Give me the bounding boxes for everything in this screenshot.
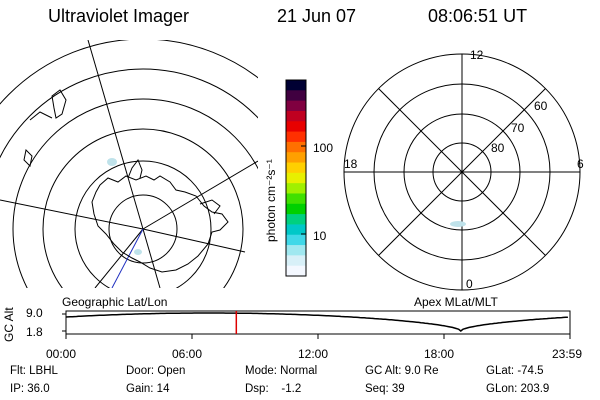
colorbar-segment: [286, 214, 306, 225]
lat-circle: [0, 40, 258, 105]
date-label: 21 Jun 07: [277, 6, 357, 26]
altitude-ytick: 9.0: [26, 306, 43, 320]
colorbar: [285, 79, 307, 277]
colorbar-segment: [286, 110, 306, 122]
meridian-line: [0, 199, 144, 230]
new-zealand-coastline: [51, 89, 67, 119]
colorbar-segment: [286, 224, 306, 236]
seq-info: Seq: 39: [365, 383, 405, 395]
lat-label-80: 80: [491, 141, 505, 155]
colorbar-segment: [286, 172, 306, 184]
meridian-line: [142, 228, 246, 253]
colorbar-segment: [286, 121, 306, 133]
mlt-label-18: 18: [344, 157, 358, 171]
lat-circle: [74, 160, 212, 288]
time-tick: 06:00: [172, 347, 203, 361]
coastline-fragment: [29, 111, 53, 121]
colorbar-tick: 10: [313, 229, 327, 243]
ip-info: IP: 36.0: [10, 383, 50, 395]
colorbar-tick: 100: [313, 141, 334, 155]
time-label: 08:06:51 UT: [428, 6, 528, 26]
time-tick: 23:59: [552, 347, 583, 361]
meridian-line: [94, 228, 144, 288]
time-tick: 18:00: [424, 347, 455, 361]
colorbar-segment: [286, 152, 306, 164]
flt-info: Flt: LBHL: [10, 365, 58, 377]
time-tick: 12:00: [298, 347, 329, 361]
mlt-label-0: 0: [466, 277, 473, 291]
gain-info: Gain: 14: [126, 383, 170, 395]
dsp-info: Dsp: -1.2: [245, 383, 302, 395]
lat-circle: [12, 98, 258, 288]
lat-circle: [42, 128, 244, 288]
door-info: Door: Open: [126, 365, 186, 377]
colorbar-segment: [286, 80, 306, 91]
altitude-ylabel: GC Alt: [2, 307, 16, 342]
lat-label-60: 60: [534, 99, 548, 113]
colorbar-segment: [286, 234, 306, 246]
mode-info: Mode: Normal: [245, 365, 318, 377]
aurora-patch: [450, 221, 466, 227]
gc-alt-info: GC Alt: 9.0 Re: [365, 365, 439, 377]
colorbar-segment: [286, 141, 306, 153]
mlt-label-6: 6: [577, 157, 584, 171]
antarctica-coastline: [91, 175, 229, 273]
lat-label-70: 70: [511, 121, 525, 135]
lat-circle: [0, 68, 258, 159]
glat-info: GLat: -74.5: [486, 365, 544, 377]
time-tick: 00:00: [46, 347, 77, 361]
meridian-line: [87, 40, 144, 230]
colorbar-segment: [286, 100, 306, 112]
meridian-line: [142, 228, 161, 288]
altitude-ytick: 1.8: [26, 325, 43, 339]
geographic-caption: Geographic Lat/Lon: [62, 295, 168, 309]
peninsula-coastline: [127, 158, 143, 179]
mlt-label-12: 12: [470, 48, 484, 62]
apex-polar-grid: [343, 53, 581, 291]
coastline-fragment: [199, 199, 221, 215]
colorbar-segment: [286, 131, 306, 143]
colorbar-segment: [286, 255, 306, 267]
colorbar-unit-label: photon cm⁻²s⁻¹: [264, 159, 278, 242]
colorbar-segment: [286, 265, 306, 277]
lat-circle: [108, 194, 178, 264]
meridian-line: [142, 160, 258, 230]
colorbar-segment: [286, 203, 306, 215]
colorbar-segment: [286, 183, 306, 194]
island-coastline: [23, 148, 33, 168]
glon-info: GLon: 203.9: [486, 383, 550, 395]
colorbar-segment: [286, 193, 306, 205]
spacecraft-track-line: [111, 228, 144, 288]
instrument-title: Ultraviolet Imager: [48, 6, 190, 26]
altitude-plot: [62, 310, 571, 339]
colorbar-segment: [286, 162, 306, 174]
apex-caption: Apex MLat/MLT: [414, 295, 498, 309]
colorbar-segment: [286, 90, 306, 102]
orbit-altitude-curve: [65, 312, 568, 332]
colorbar-segment: [286, 245, 306, 256]
